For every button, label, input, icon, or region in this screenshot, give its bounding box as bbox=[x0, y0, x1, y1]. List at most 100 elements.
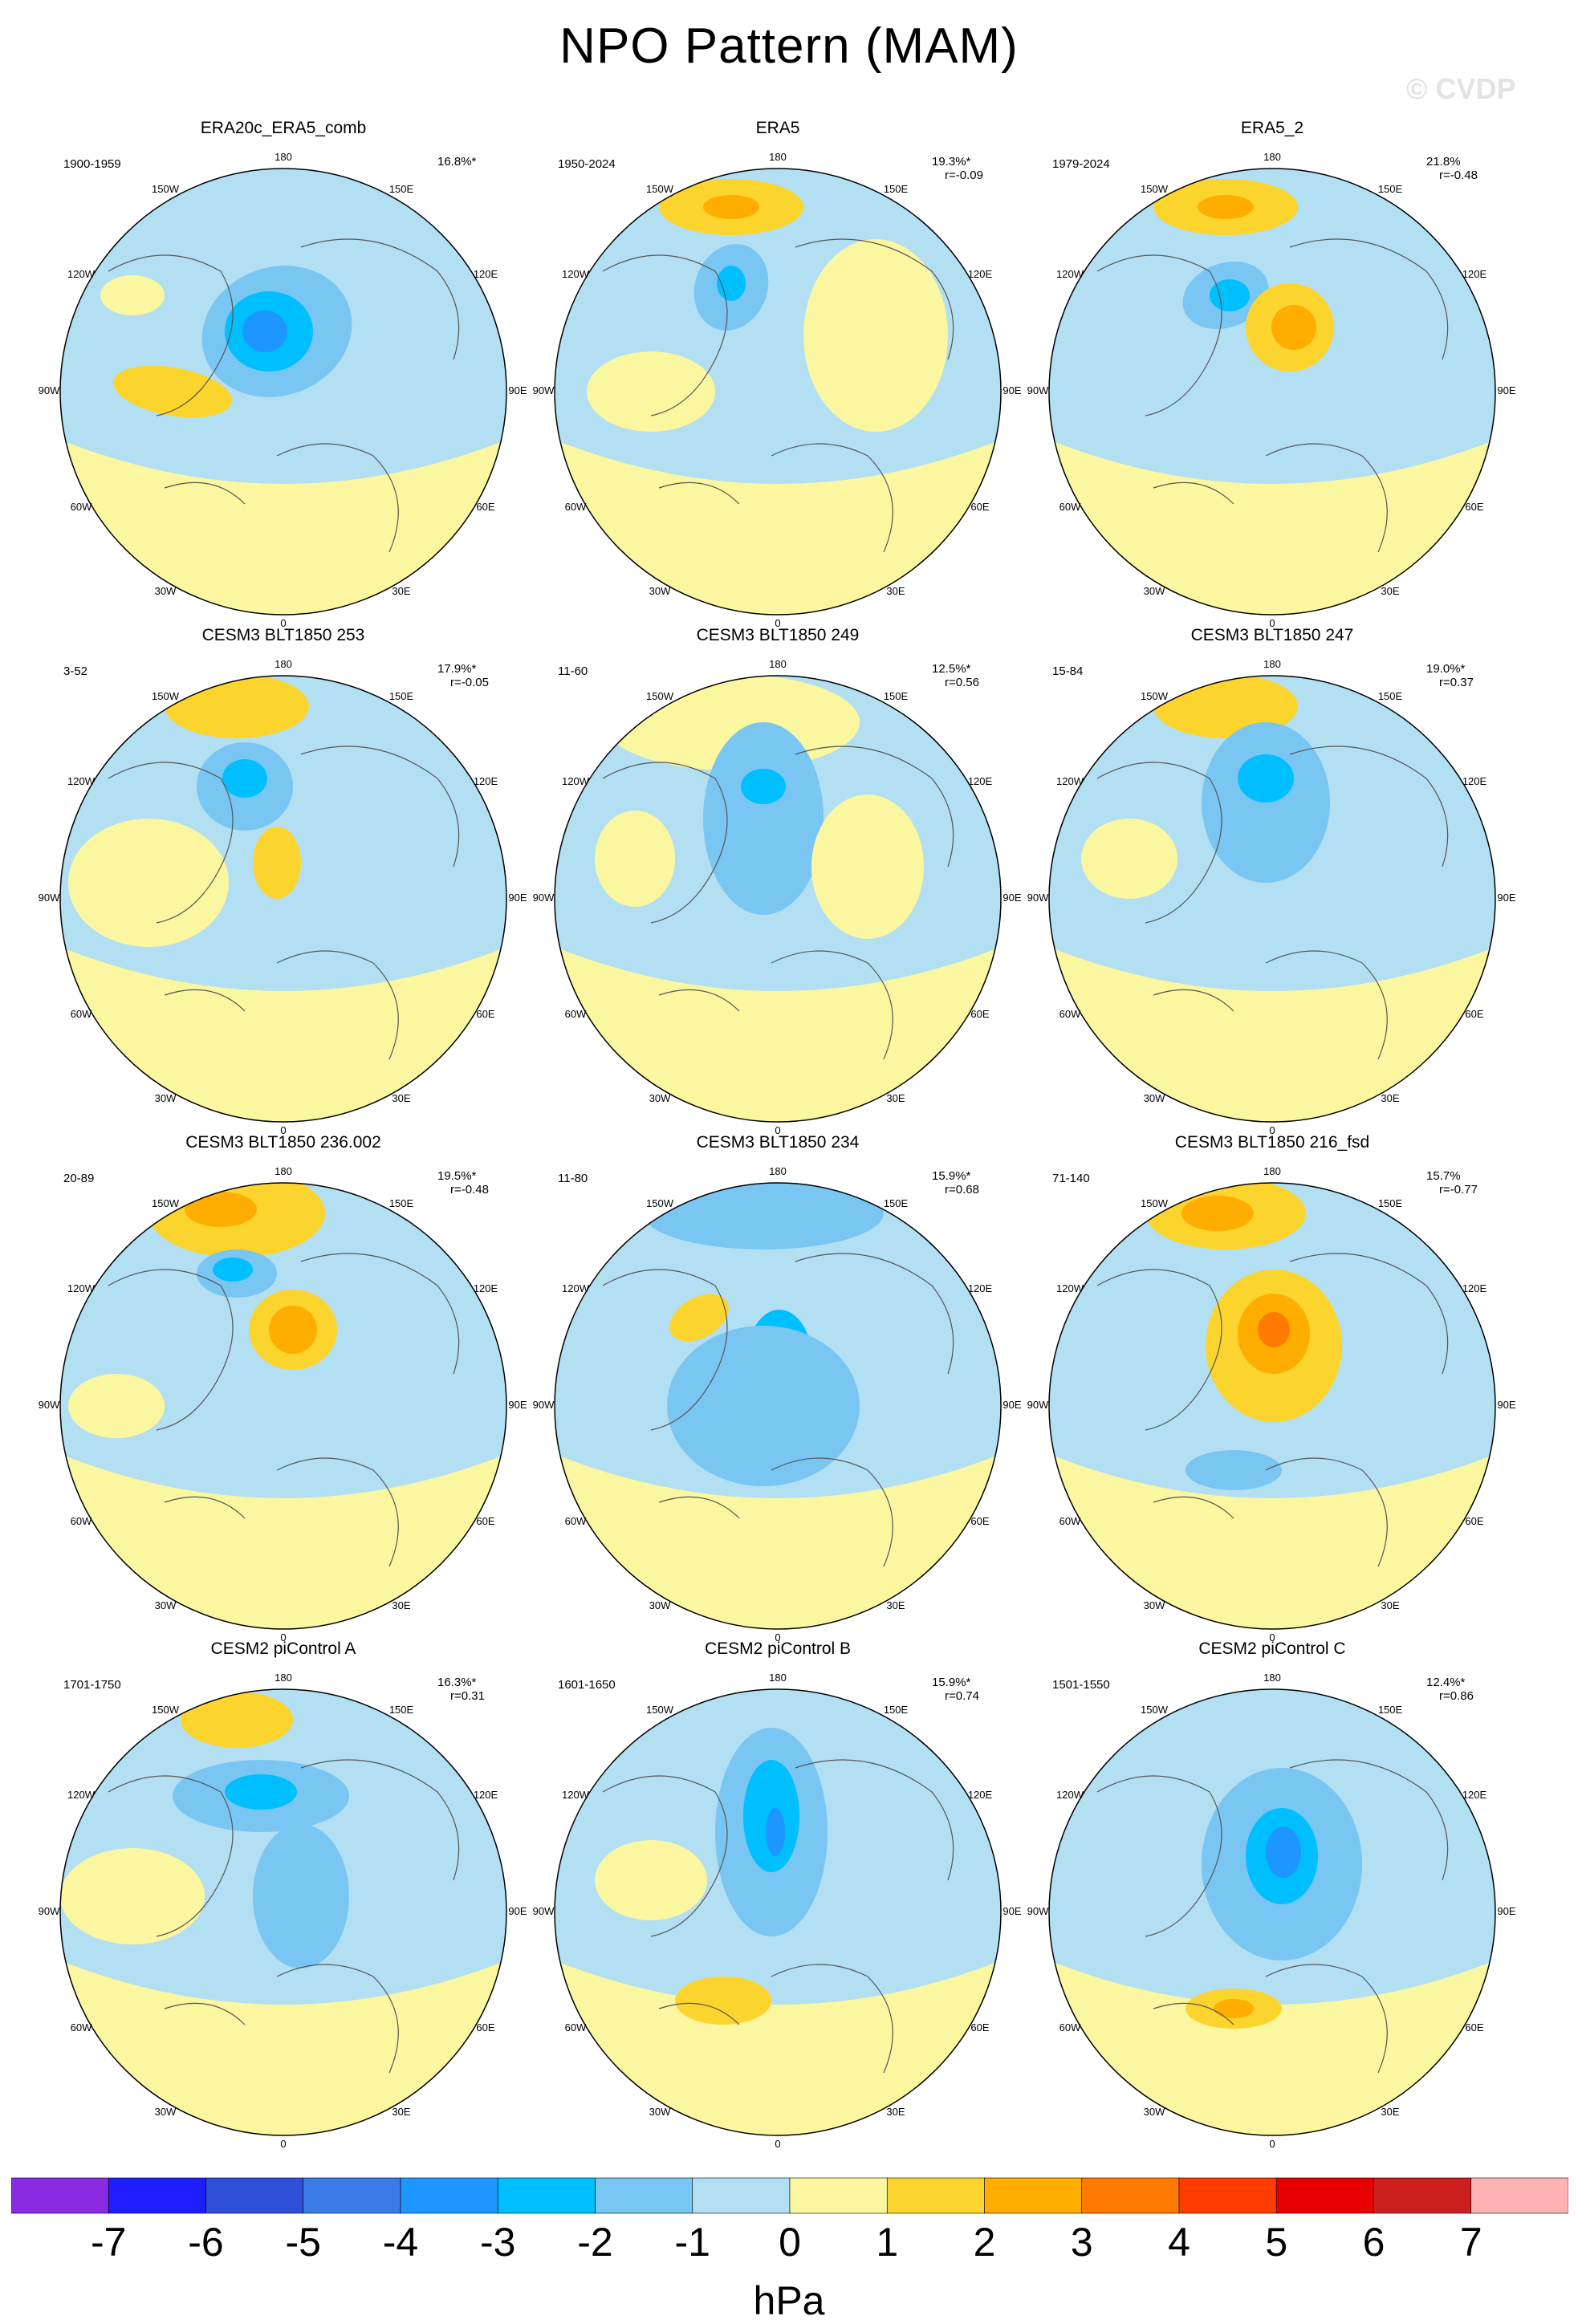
panel-title: ERA5 bbox=[755, 119, 800, 137]
longitude-label: 180 bbox=[1263, 1672, 1281, 1684]
coastlines bbox=[602, 746, 954, 1060]
longitude-label: 120E bbox=[474, 268, 498, 280]
panel-variance: 15.9%* bbox=[932, 1676, 971, 1689]
coastlines bbox=[1096, 238, 1449, 553]
longitude-label: 150W bbox=[646, 1197, 674, 1209]
map-boundary bbox=[59, 168, 507, 616]
longitude-label: 180 bbox=[1263, 1165, 1281, 1177]
negative-anomaly-contour bbox=[1210, 279, 1250, 311]
watermark: © CVDP bbox=[1406, 72, 1516, 105]
longitude-label: 90E bbox=[1497, 1399, 1515, 1411]
positive-anomaly-region bbox=[555, 1454, 1001, 1629]
map-boundary bbox=[1048, 675, 1496, 1123]
colorbar-swatch bbox=[692, 2177, 791, 2214]
colorbar-tick-label: 3 bbox=[1070, 2220, 1093, 2265]
longitude-label: 150E bbox=[884, 183, 909, 195]
positive-anomaly-region bbox=[60, 1454, 506, 1629]
longitude-label: 120W bbox=[562, 1789, 590, 1801]
positive-anomaly-contour bbox=[1194, 690, 1258, 722]
coastlines bbox=[108, 746, 460, 1060]
positive-anomaly-contour bbox=[185, 1192, 257, 1227]
longitude-label: 150E bbox=[1378, 1197, 1403, 1209]
longitude-label: 60E bbox=[476, 2021, 494, 2034]
positive-anomaly-contour bbox=[205, 690, 269, 722]
longitude-label: 90E bbox=[1003, 1905, 1021, 1917]
panel-title: ERA20c_ERA5_comb bbox=[200, 119, 367, 137]
colorbar-tick-label: -5 bbox=[285, 2220, 321, 2265]
colorbar-tick-label: -7 bbox=[91, 2220, 127, 2265]
longitude-label: 0 bbox=[280, 617, 286, 629]
panel-variance: 19.3%* bbox=[932, 155, 971, 169]
panel-title: CESM3 BLT1850 247 bbox=[1190, 626, 1354, 644]
colorbar-swatch bbox=[1178, 2177, 1277, 2214]
longitude-label: 30W bbox=[649, 1092, 671, 1104]
longitude-label: 30E bbox=[886, 585, 905, 597]
longitude-label: 30E bbox=[1381, 2106, 1399, 2118]
page-title: NPO Pattern (MAM) bbox=[559, 18, 1019, 74]
panel-years: 1950-2024 bbox=[558, 157, 616, 171]
map-boundary bbox=[554, 675, 1002, 1123]
longitude-label: 150E bbox=[884, 690, 909, 702]
colorbar-tick-label: -2 bbox=[577, 2220, 613, 2265]
negative-anomaly-contour bbox=[741, 769, 786, 804]
coastlines bbox=[1096, 746, 1449, 1060]
colorbar-tick-label: -6 bbox=[188, 2220, 224, 2265]
map-panel: CESM3 BLT1850 236.002 20-89 19.5%* r=-0.48 1… bbox=[36, 1133, 531, 1643]
longitude-label: 180 bbox=[1263, 151, 1281, 163]
colorbar-tick-label: 2 bbox=[973, 2220, 996, 2265]
positive-anomaly-contour bbox=[595, 1840, 707, 1920]
colorbar bbox=[11, 2177, 1568, 2214]
positive-anomaly-contour bbox=[811, 794, 924, 939]
longitude-label: 150W bbox=[646, 183, 674, 195]
longitude-label: 30W bbox=[1144, 1092, 1165, 1104]
longitude-label: 30E bbox=[392, 1092, 410, 1104]
longitude-label: 90W bbox=[533, 384, 555, 396]
panel-years: 1979-2024 bbox=[1052, 157, 1110, 171]
longitude-label: 30E bbox=[886, 1092, 905, 1104]
longitude-label: 150W bbox=[646, 690, 674, 702]
colorbar-units: hPa bbox=[753, 2278, 825, 2323]
longitude-label: 180 bbox=[275, 658, 292, 670]
coastlines bbox=[108, 238, 460, 553]
longitude-label: 180 bbox=[769, 1165, 787, 1177]
negative-anomaly-contour bbox=[766, 1808, 785, 1856]
positive-anomaly-contour bbox=[595, 811, 675, 907]
map-panel: CESM3 BLT1850 247 15-84 19.0%* r=0.37 180 150… bbox=[1025, 626, 1519, 1136]
colorbar-tick-label: 4 bbox=[1168, 2220, 1190, 2265]
longitude-label: 90E bbox=[508, 892, 527, 904]
panel-years: 1701-1750 bbox=[63, 1678, 121, 1692]
longitude-label: 0 bbox=[1269, 2138, 1275, 2150]
longitude-label: 90W bbox=[1027, 384, 1049, 396]
map-boundary bbox=[59, 1688, 507, 2136]
longitude-label: 60E bbox=[476, 1515, 494, 1527]
longitude-label: 180 bbox=[275, 151, 292, 163]
longitude-label: 30W bbox=[649, 1599, 671, 1611]
longitude-label: 30W bbox=[649, 2106, 671, 2118]
colorbar-tick-label: 6 bbox=[1362, 2220, 1385, 2265]
longitude-label: 30E bbox=[392, 585, 410, 597]
map-panel: ERA5_2 1979-2024 21.8% r=-0.48 180 150E 120E 90… bbox=[1025, 119, 1519, 629]
negative-anomaly-contour bbox=[1186, 1450, 1282, 1490]
longitude-label: 90W bbox=[1027, 1399, 1049, 1411]
longitude-label: 30E bbox=[1381, 1599, 1399, 1611]
positive-anomaly-contour bbox=[269, 1306, 317, 1354]
longitude-label: 120W bbox=[1056, 1282, 1084, 1294]
longitude-label: 120W bbox=[1056, 268, 1084, 280]
colorbar-tick-label: 5 bbox=[1265, 2220, 1288, 2265]
panel-variance: 19.0%* bbox=[1426, 662, 1466, 676]
panel-correlation: r=0.68 bbox=[945, 1183, 979, 1197]
longitude-label: 60E bbox=[970, 2021, 989, 2034]
panel-years: 1501-1550 bbox=[1052, 1678, 1110, 1692]
positive-anomaly-region bbox=[555, 947, 1001, 1122]
panel-title: CESM3 BLT1850 216_fsd bbox=[1174, 1133, 1370, 1152]
positive-anomaly-region bbox=[1049, 947, 1495, 1122]
longitude-label: 0 bbox=[280, 1631, 286, 1643]
longitude-label: 120W bbox=[67, 268, 96, 280]
coastlines bbox=[108, 1253, 460, 1567]
colorbar-swatch bbox=[497, 2177, 596, 2214]
longitude-label: 120E bbox=[474, 1282, 498, 1294]
longitude-label: 90W bbox=[533, 1399, 555, 1411]
panel-title: ERA5_2 bbox=[1240, 119, 1304, 137]
panel-title: CESM2 piControl A bbox=[210, 1639, 356, 1658]
longitude-label: 30E bbox=[886, 2106, 905, 2118]
